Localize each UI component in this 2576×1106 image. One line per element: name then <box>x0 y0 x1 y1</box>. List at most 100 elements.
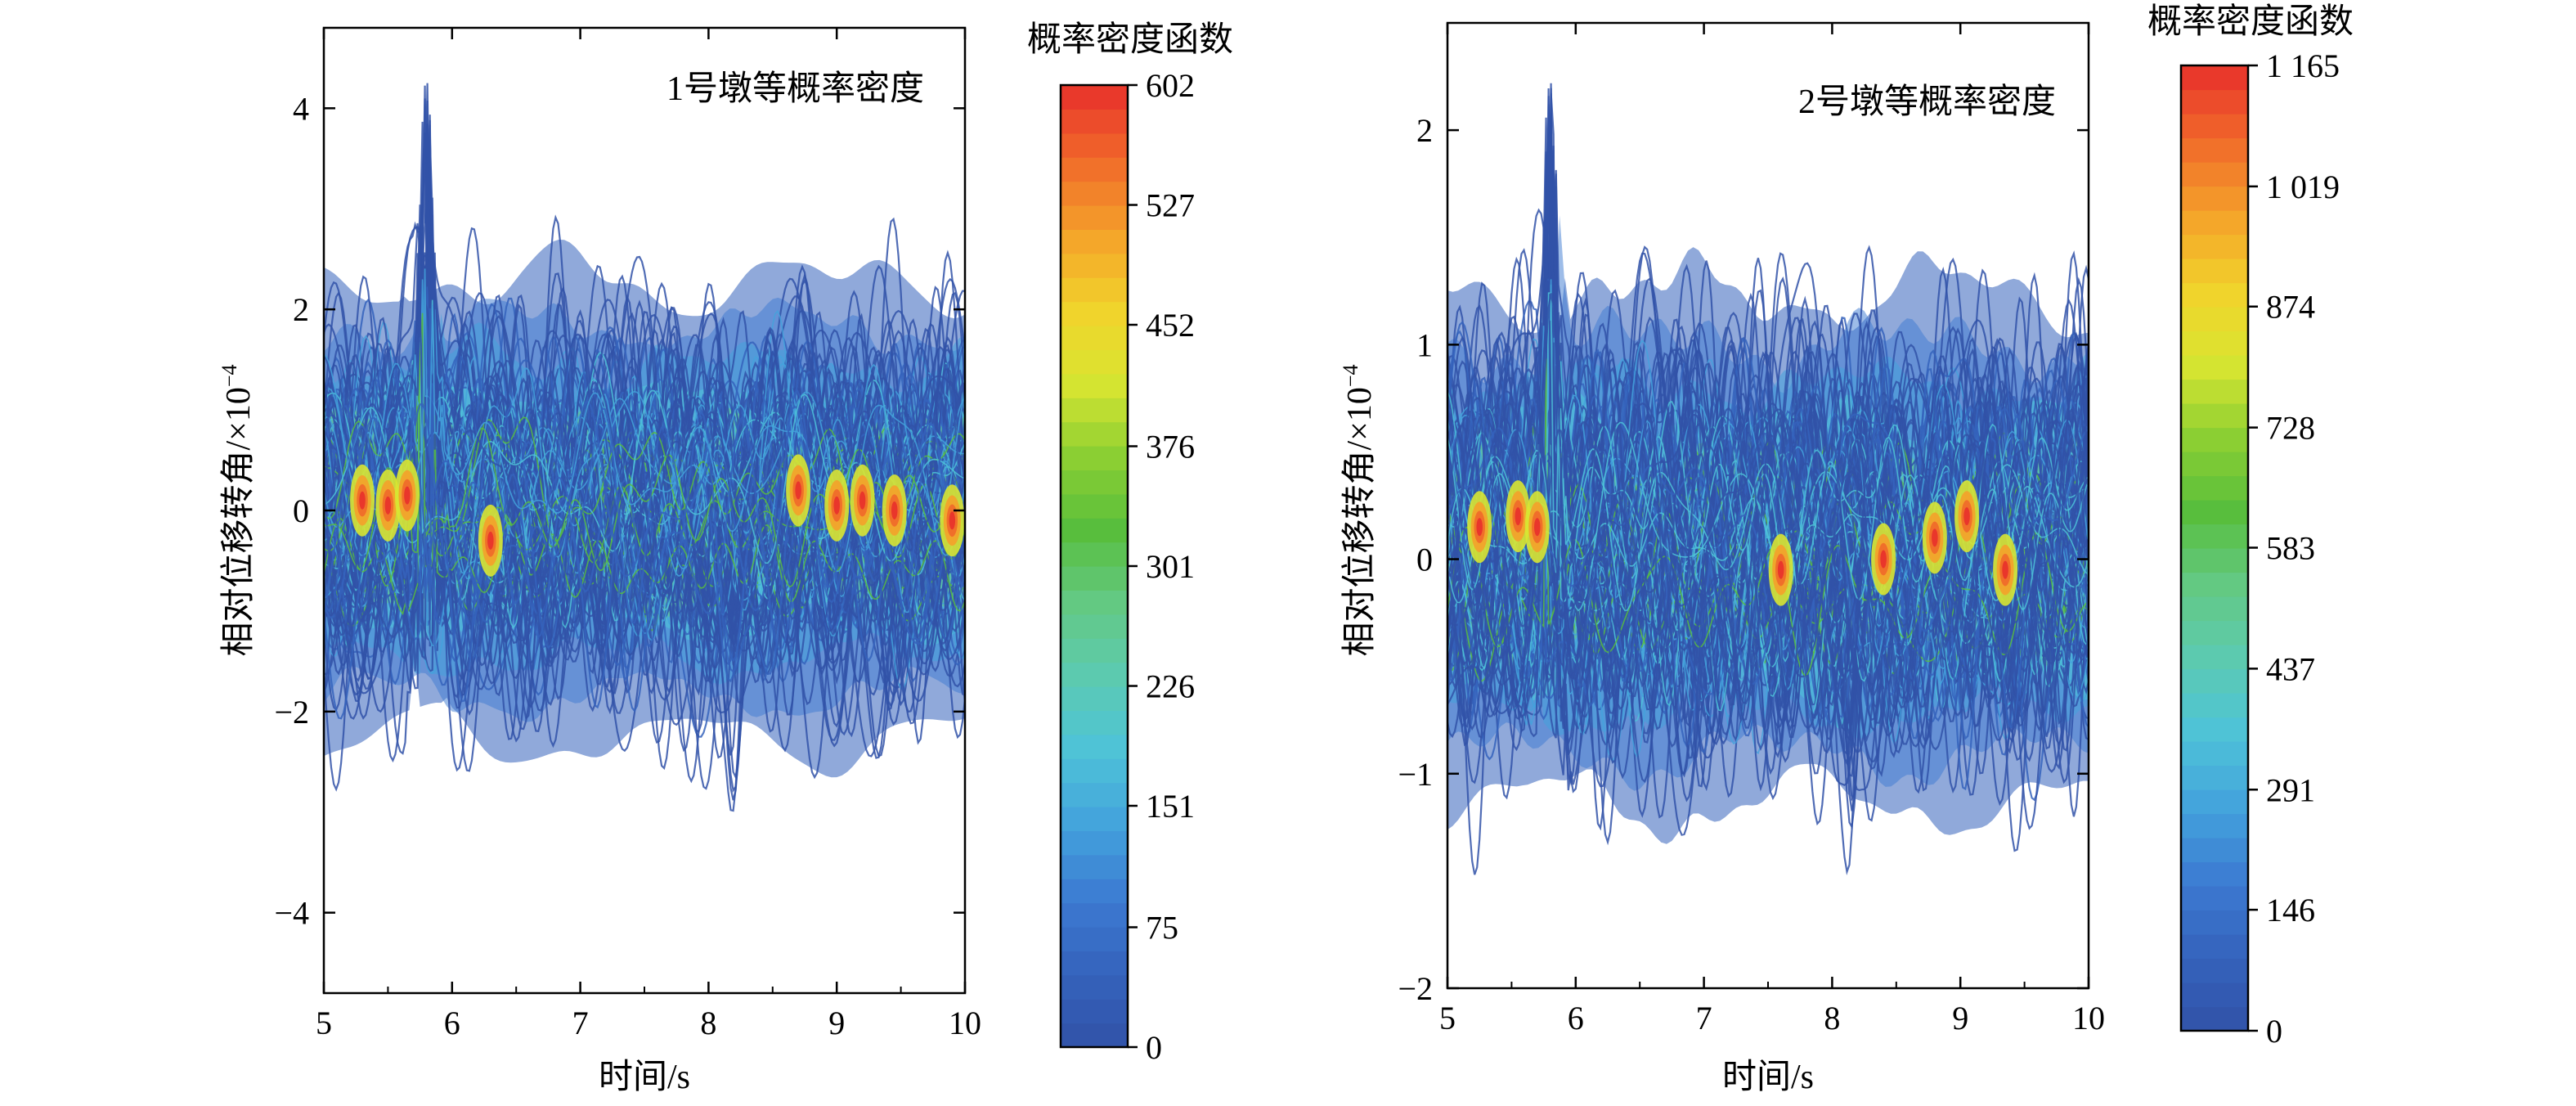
colorbar-band-1-7 <box>1061 879 1128 904</box>
colorbar-band-2-28 <box>2181 355 2248 380</box>
y-axis-title-1-exp: −4 <box>218 364 241 387</box>
colorbar-band-1-29 <box>1061 349 1128 375</box>
colorbar-band-2-10 <box>2181 789 2248 815</box>
colorbar-label-2-2: 146 <box>2266 892 2315 928</box>
colorbar-band-2-29 <box>2181 330 2248 356</box>
colorbar-band-2-5 <box>2181 910 2248 935</box>
colorbar-band-2-22 <box>2181 500 2248 525</box>
colorbar-band-1-14 <box>1061 710 1128 735</box>
density-hotspot-1-6 <box>824 469 850 542</box>
density-hotspot-1-3 <box>394 459 420 532</box>
y-tick-label-1-5: 4 <box>293 90 309 127</box>
density-hotspot-1-2 <box>375 469 401 542</box>
colorbar-band-1-9 <box>1061 830 1128 856</box>
colorbar-band-2-17 <box>2181 620 2248 645</box>
y-axis-title-2-exp: −4 <box>1339 364 1362 387</box>
x-tick-label-2-2: 6 <box>1568 1000 1584 1036</box>
y-axis-title-1: 相对位移转角/×10−4 <box>218 364 258 656</box>
density-hotspot-2-6 <box>1922 501 1947 574</box>
colorbar-band-1-27 <box>1061 398 1128 423</box>
contour-line-2-142 <box>1447 391 2089 604</box>
colorbar-band-2-8 <box>2181 838 2248 863</box>
colorbar-1: 概率密度函数 0 75 151 226 301 376 452 527 602 <box>1027 20 1233 1066</box>
y-tick-label-1-2: −2 <box>274 694 309 731</box>
colorbar-label-2-6: 728 <box>2266 410 2315 447</box>
colorbar-band-1-39 <box>1061 109 1128 134</box>
density-hotspot-2-2 <box>1506 480 1531 553</box>
density-hotspot-1-7 <box>850 464 875 537</box>
x-tick-label-1-5: 9 <box>828 1005 845 1041</box>
y-tick-label-2-5: 2 <box>1416 112 1433 149</box>
colorbar-title-2: 概率密度函数 <box>2147 2 2354 41</box>
colorbar-bands-1 <box>1061 85 1128 1048</box>
colorbar-label-1-1: 0 <box>1146 1029 1162 1066</box>
colorbar-band-2-13 <box>2181 717 2248 742</box>
x-axis-1: 5 6 7 8 9 10 <box>316 28 981 1041</box>
contour-line-2-145 <box>1447 317 2089 725</box>
colorbar-band-2-9 <box>2181 813 2248 838</box>
density-hotspot-2-4 <box>1768 533 1793 606</box>
colorbar-band-2-2 <box>2181 982 2248 1008</box>
colorbar-band-1-23 <box>1061 493 1128 519</box>
colorbar-band-1-31 <box>1061 301 1128 326</box>
colorbar-band-1-28 <box>1061 373 1128 398</box>
colorbar-label-2-3: 291 <box>2266 771 2315 808</box>
colorbar-bands-2 <box>2181 65 2248 1032</box>
colorbar-band-1-18 <box>1061 614 1128 639</box>
colorbar-band-2-15 <box>2181 668 2248 694</box>
y-tick-label-1-3: 0 <box>293 492 309 529</box>
chart-panel-1: 5 6 7 8 9 10 −4 −2 0 2 4 1号墩等概率密度 时间/s 相对位移转角/×10… <box>218 20 1233 1096</box>
colorbar-band-1-33 <box>1061 253 1128 278</box>
colorbar-band-1-3 <box>1061 974 1128 1000</box>
density-hotspot-2-5 <box>1871 523 1896 596</box>
colorbar-band-2-21 <box>2181 524 2248 549</box>
x-tick-label-1-3: 7 <box>572 1005 589 1041</box>
y-axis-title-2-text: 相对位移转角/×10 <box>1340 387 1379 656</box>
density-hotspot-1-1 <box>350 464 375 537</box>
colorbar-label-1-8: 527 <box>1146 187 1195 224</box>
x-axis-2: 5 6 7 8 9 10 <box>1439 23 2105 1036</box>
svg-text:相对位移转角/×10−4: 相对位移转角/×10−4 <box>1339 364 1379 656</box>
density-hotspot-2-7 <box>1954 480 1980 553</box>
colorbar-ticks-2: 0 146 291 437 583 728 874 1 019 1 165 <box>2248 47 2340 1050</box>
y-axis-1: −4 −2 0 2 4 <box>274 90 965 932</box>
colorbar-band-1-40 <box>1061 85 1128 110</box>
x-axis-title-1: 时间/s <box>599 1059 690 1096</box>
density-hotspot-1-8 <box>882 474 907 546</box>
colorbar-label-2-4: 437 <box>2266 650 2315 687</box>
density-hotspot-1-5 <box>786 454 811 527</box>
colorbar-band-1-10 <box>1061 807 1128 831</box>
colorbar-band-1-8 <box>1061 854 1128 879</box>
chart-title-1: 1号墩等概率密度 <box>666 70 924 108</box>
colorbar-band-1-11 <box>1061 782 1128 807</box>
colorbar-band-1-36 <box>1061 181 1128 206</box>
colorbar-band-1-26 <box>1061 421 1128 447</box>
colorbar-2: 概率密度函数 0 146 291 437 583 728 874 1 019 1 165 <box>2147 2 2354 1050</box>
colorbar-band-1-6 <box>1061 902 1128 928</box>
colorbar-label-1-2: 75 <box>1146 909 1178 946</box>
colorbar-band-2-35 <box>2181 186 2248 211</box>
colorbar-band-1-38 <box>1061 133 1128 158</box>
colorbar-band-1-34 <box>1061 229 1128 254</box>
colorbar-band-1-30 <box>1061 326 1128 350</box>
colorbar-label-1-9: 602 <box>1146 67 1195 104</box>
contour-line-1-148 <box>324 383 965 720</box>
colorbar-band-2-25 <box>2181 427 2248 452</box>
colorbar-band-1-15 <box>1061 686 1128 711</box>
colorbar-label-2-5: 583 <box>2266 529 2315 566</box>
colorbar-band-1-4 <box>1061 951 1128 976</box>
y-axis-2: −2 −1 0 1 2 <box>1398 112 2089 1007</box>
colorbar-band-1-35 <box>1061 205 1128 230</box>
x-tick-label-2-4: 8 <box>1824 1000 1840 1036</box>
contour-line-2-150 <box>1447 104 2089 777</box>
colorbar-band-2-20 <box>2181 548 2248 573</box>
colorbar-band-1-17 <box>1061 638 1128 663</box>
colorbar-band-2-16 <box>2181 645 2248 670</box>
y-tick-label-2-1: −2 <box>1398 970 1433 1007</box>
colorbar-band-2-27 <box>2181 379 2248 404</box>
colorbar-band-2-3 <box>2181 958 2248 983</box>
colorbar-label-2-9: 1 165 <box>2266 47 2340 84</box>
colorbar-band-2-40 <box>2181 65 2248 91</box>
colorbar-band-2-11 <box>2181 765 2248 790</box>
chart-title-2: 2号墩等概率密度 <box>1798 83 2056 121</box>
